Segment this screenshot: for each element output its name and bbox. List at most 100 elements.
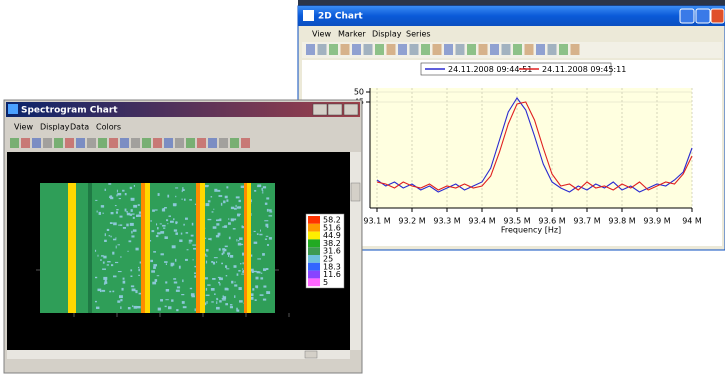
menu-item[interactable]: Display [40,123,70,132]
speckle [97,211,98,213]
toolbar-button[interactable] [219,138,228,148]
speckle [219,283,220,285]
scroll-thumb[interactable] [305,351,317,358]
speckle [191,235,194,237]
toolbar-button[interactable] [230,138,239,148]
toolbar-button[interactable] [398,44,407,55]
toolbar-button[interactable] [329,44,338,55]
window-title: 2D Chart [318,12,363,22]
scroll-thumb[interactable] [351,183,360,201]
toolbar-button[interactable] [467,44,476,55]
toolbar-button[interactable] [559,44,568,55]
maximize-button[interactable] [696,9,710,23]
speckle [269,215,273,216]
menu-item[interactable]: Marker [338,30,366,39]
speckle [239,237,243,240]
speckle [156,235,159,237]
speckle [175,196,176,197]
toolbar-button[interactable] [76,138,85,148]
toolbar-button[interactable] [98,138,107,148]
toolbar-button[interactable] [387,44,396,55]
toolbar-button[interactable] [197,138,206,148]
speckle [257,271,260,273]
toolbar-button[interactable] [208,138,217,148]
close-button[interactable] [711,9,724,23]
speckle [150,260,153,262]
toolbar-button[interactable] [502,44,511,55]
speckle [208,200,211,202]
toolbar-button[interactable] [43,138,52,148]
speckle [206,249,209,251]
speckle [152,282,156,285]
toolbar-button[interactable] [120,138,129,148]
toolbar-button[interactable] [525,44,534,55]
toolbar-button[interactable] [410,44,419,55]
speckle [216,261,217,263]
menu-item[interactable]: Colors [96,123,121,132]
speckle [102,213,104,214]
speckle [110,195,112,198]
toolbar-button[interactable] [571,44,580,55]
menu-item[interactable]: Series [406,30,431,39]
speckle [223,201,225,204]
toolbar-button[interactable] [536,44,545,55]
toolbar-button[interactable] [54,138,63,148]
toolbar-button[interactable] [21,138,30,148]
screen: 2D ChartViewMarkerDisplaySeries24.11.200… [0,0,725,374]
toolbar-button[interactable] [352,44,361,55]
horizontal-scrollbar[interactable] [7,350,350,359]
toolbar-button[interactable] [318,44,327,55]
toolbar-button[interactable] [153,138,162,148]
toolbar-button[interactable] [186,138,195,148]
toolbar-button[interactable] [364,44,373,55]
toolbar-button[interactable] [421,44,430,55]
menu-item[interactable]: View [14,123,33,132]
speckle [192,245,196,246]
speckle [120,306,121,309]
toolbar-button[interactable] [87,138,96,148]
speckle [116,209,118,210]
speckle [265,224,268,227]
speckle [156,223,157,225]
close-button[interactable] [344,104,358,115]
speckle [185,259,188,261]
vertical-scrollbar[interactable] [350,152,361,350]
toolbar-button[interactable] [241,138,250,148]
toolbar-button[interactable] [513,44,522,55]
toolbar-button[interactable] [109,138,118,148]
speckle [109,291,111,293]
speckle [115,238,116,239]
toolbar-button[interactable] [164,138,173,148]
toolbar-button[interactable] [375,44,384,55]
toolbar-button[interactable] [548,44,557,55]
toolbar-button[interactable] [444,44,453,55]
toolbar-button[interactable] [433,44,442,55]
menu-item[interactable]: Data [70,123,89,132]
speckle [120,216,123,218]
toolbar-button[interactable] [65,138,74,148]
toolbar-button[interactable] [456,44,465,55]
toolbar-button[interactable] [175,138,184,148]
speckle [212,211,214,212]
toolbar-button[interactable] [479,44,488,55]
color-swatch [308,247,320,255]
toolbar-button[interactable] [32,138,41,148]
menu-item[interactable]: View [312,30,331,39]
toolbar-button[interactable] [341,44,350,55]
toolbar-button[interactable] [490,44,499,55]
toolbar-button[interactable] [10,138,19,148]
color-swatch [308,239,320,247]
toolbar-button[interactable] [142,138,151,148]
speckle [222,299,226,300]
toolbar-button[interactable] [306,44,315,55]
speckle [133,205,137,208]
speckle [237,214,240,217]
speckle [262,188,263,191]
minimize-button[interactable] [680,9,694,23]
speckle [131,276,133,278]
toolbar-button[interactable] [131,138,140,148]
minimize-button[interactable] [313,104,327,115]
maximize-button[interactable] [328,104,342,115]
x-tick-label: 94 M [682,217,702,226]
menu-item[interactable]: Display [372,30,402,39]
